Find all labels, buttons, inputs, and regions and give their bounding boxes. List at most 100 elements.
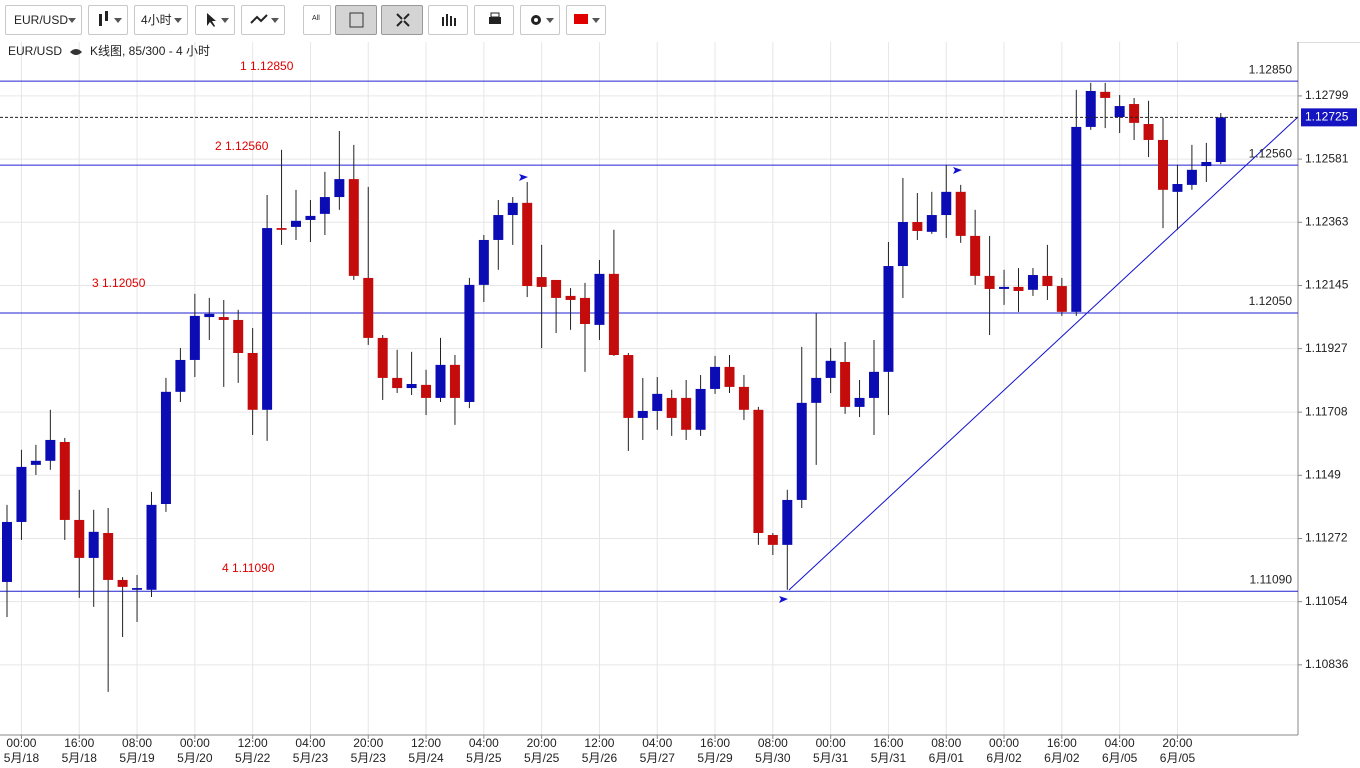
all-label: All [312,15,320,22]
y-tick-label: 1.11708 [1305,404,1348,418]
x-date-label: 6月/05 [1160,751,1196,765]
y-tick-label: 1.12581 [1305,151,1349,165]
x-tick-label: 20:00 [1162,736,1192,750]
x-date-label: 5月/26 [582,751,618,765]
level-label: 1.11090 [1250,572,1293,586]
x-tick-label: 08:00 [122,736,152,750]
candle-body [608,273,619,356]
candle-body [146,504,157,590]
period-select[interactable]: 4小时 [134,5,188,35]
language-button[interactable] [566,5,606,35]
candle-body [218,317,229,320]
candle-body [132,588,143,590]
candle-body [30,460,41,465]
x-date-label: 5月/25 [466,751,502,765]
cursor-button[interactable] [195,5,235,35]
candle-body [262,228,273,410]
candle-body [869,371,879,398]
x-date-label: 5月/31 [871,751,907,765]
x-tick-label: 04:00 [469,736,499,750]
candle-body [623,355,634,418]
candle-body [160,391,171,504]
x-date-label: 5月/23 [351,751,387,765]
candle-body [753,409,764,533]
candle-body [363,277,374,338]
candle-body [782,499,793,545]
level-annotation: 4 1.11090 [222,561,275,575]
candle-body [189,315,200,360]
candle-body [551,279,562,298]
candle-body [74,519,85,558]
candle-body [594,273,605,325]
candle-body [999,286,1010,289]
candle-body [811,377,822,403]
candle-body [1071,126,1082,312]
x-tick-label: 20:00 [353,736,383,750]
candle-body [536,277,547,287]
candle-body [580,297,590,325]
level-label: 1.12850 [1249,62,1293,76]
period: 4小时 [141,13,172,27]
candle-body [767,535,778,545]
crosshair-button[interactable] [335,5,377,35]
candle-body [305,215,316,220]
candle-body [464,284,475,402]
candle-body [565,295,576,300]
y-tick-label: 1.1149 [1305,467,1341,481]
plot-area [0,42,1298,735]
x-date-label: 6月/05 [1102,751,1138,765]
settings-button[interactable] [520,5,560,35]
fullscreen-button[interactable] [381,5,423,35]
x-tick-label: 00:00 [816,736,846,750]
candle-body [507,202,518,216]
candle-body [710,366,721,389]
candle-body [1100,91,1111,98]
y-tick-label: 1.12145 [1305,278,1349,292]
x-date-label: 5月/31 [813,751,849,765]
candle-body [854,397,865,407]
candle-body [522,202,533,287]
x-tick-label: 00:00 [6,736,36,750]
candle-body [724,366,735,387]
x-tick-label: 16:00 [873,736,903,750]
x-date-label: 6月/02 [1044,751,1080,765]
candle-body [1027,275,1038,290]
candle-body [955,191,966,236]
candle-body [912,221,923,231]
x-tick-label: 00:00 [989,736,1019,750]
candle-body [377,337,388,378]
arrow-marker [779,596,788,603]
trend-line [788,116,1299,591]
candle-body [59,441,70,520]
x-date-label: 5月/29 [697,751,733,765]
x-date-label: 6月/02 [986,751,1022,765]
indicator-button[interactable] [428,5,468,35]
candle-body [897,221,908,267]
current-price-box [1301,108,1357,127]
candle-body [926,215,937,232]
header-symbol: EUR/USD [8,44,62,58]
candle-body [941,191,952,216]
x-date-label: 5月/19 [119,751,155,765]
remove-all-button[interactable]: All [303,5,331,35]
level-label: 1.12050 [1249,294,1293,308]
candle-body [1201,161,1212,167]
symbol-select[interactable]: EUR/USD [5,5,82,35]
candle-body [493,215,504,240]
candle-body [1042,275,1053,287]
chart-type-button[interactable] [88,5,128,35]
candle-body [1114,106,1125,118]
candle-body [291,220,301,227]
print-button[interactable] [474,5,514,35]
x-date-label: 5月/18 [4,751,40,765]
x-tick-label: 16:00 [1047,736,1077,750]
draw-tool-button[interactable] [241,5,285,35]
candle-body [1143,124,1154,140]
candle-body [435,364,446,398]
y-tick-label: 1.12363 [1305,214,1349,228]
candle-body [478,239,489,285]
candle-body [16,466,27,522]
candle-body [1085,90,1096,127]
candle-body [45,439,56,461]
